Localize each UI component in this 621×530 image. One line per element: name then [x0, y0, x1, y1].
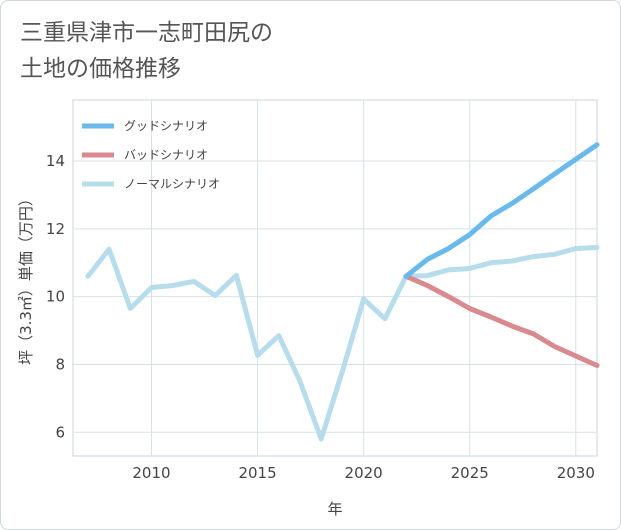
series-line-1	[403, 273, 600, 368]
x-tick-labels: 2010 2015 2020 2025 2030	[132, 464, 594, 482]
x-tick-2020: 2020	[345, 464, 383, 482]
y-tick-8: 8	[55, 355, 65, 373]
chart-title: 三重県津市一志町田尻の 土地の価格推移	[20, 20, 273, 82]
y-axis-label: 坪（3.3㎡）単価（万円）	[17, 191, 35, 365]
series-line-2	[85, 245, 600, 442]
y-tick-12: 12	[46, 220, 65, 238]
legend-label-0: グッドシナリオ	[124, 119, 208, 133]
y-tick-14: 14	[46, 152, 65, 170]
y-tick-6: 6	[55, 423, 65, 441]
x-tick-2030: 2030	[557, 464, 595, 482]
x-axis-label: 年	[327, 500, 342, 518]
gridlines	[73, 100, 597, 456]
legend-label-2: ノーマルシナリオ	[124, 177, 220, 191]
x-tick-2025: 2025	[451, 464, 489, 482]
series-line-0	[403, 142, 600, 279]
x-tick-2010: 2010	[132, 464, 170, 482]
y-tick-10: 10	[46, 288, 65, 306]
legend-label-1: バッドシナリオ	[124, 148, 208, 162]
y-tick-labels: 6 8 10 12 14	[46, 152, 65, 441]
series-lines	[85, 142, 600, 442]
x-tick-2015: 2015	[238, 464, 276, 482]
